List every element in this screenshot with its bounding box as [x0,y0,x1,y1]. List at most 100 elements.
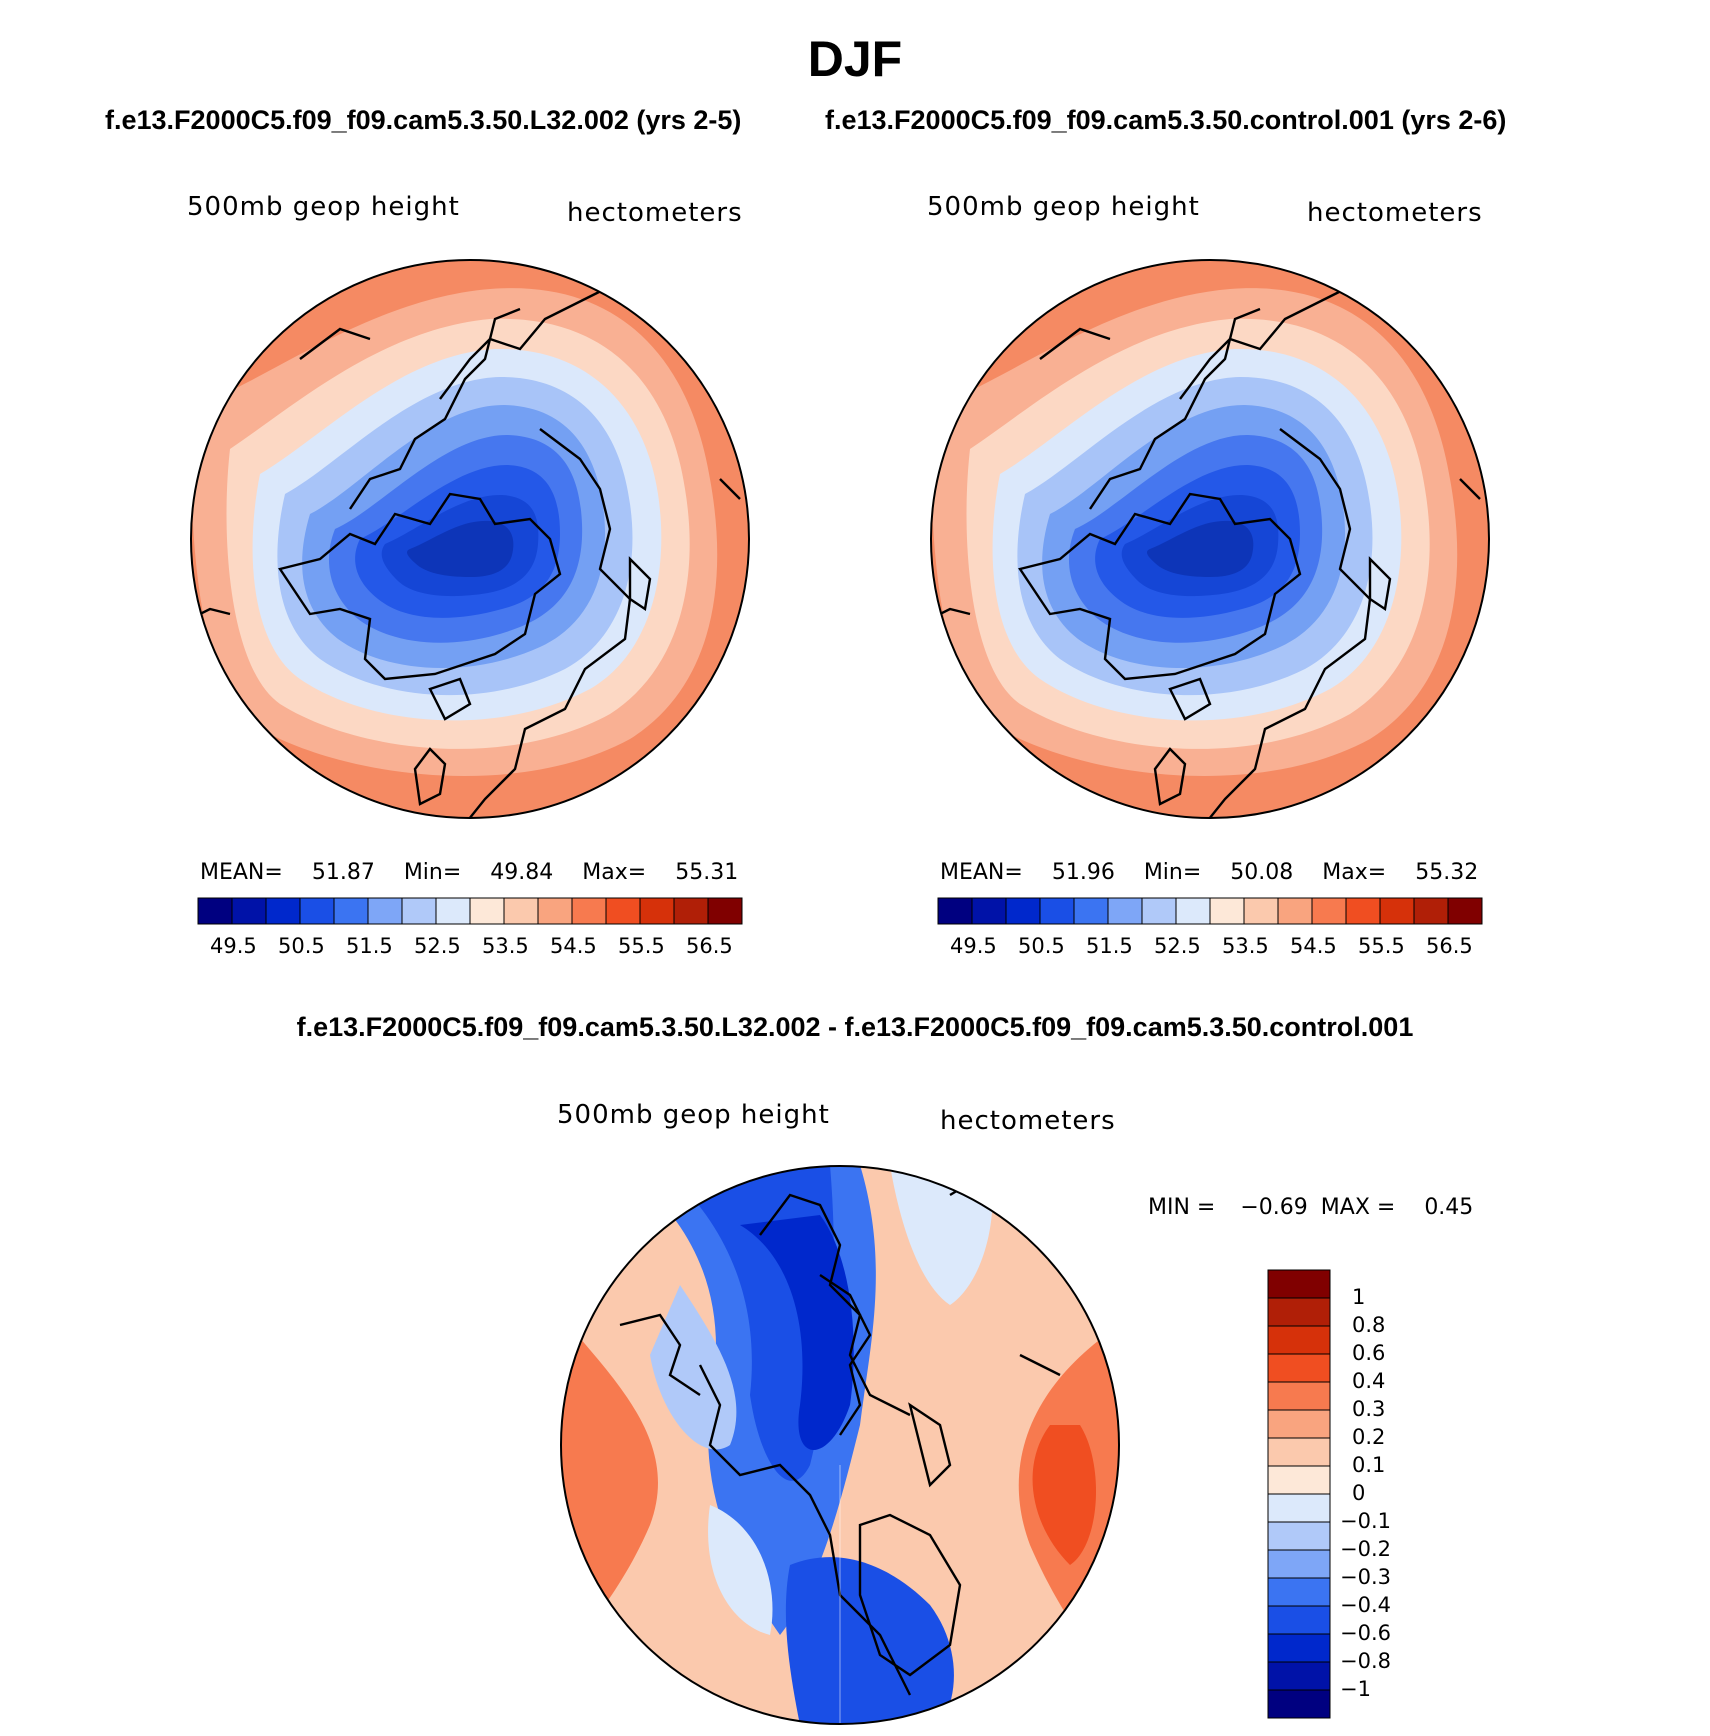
left-colorbar-color-box [639,897,675,925]
right-colorbar-color-box [1209,897,1245,925]
right-colorbar-tick-label: 55.5 [1358,934,1405,958]
right-panel-variable-label: 500mb geop height [927,192,1200,222]
left-colorbar-color-box [435,897,471,925]
left-colorbar-tick-label: 52.5 [414,934,461,958]
difference-colorbar-color-box [1267,1689,1331,1719]
difference-colorbar-color-box [1267,1493,1331,1523]
figure-title: DJF [807,31,903,87]
left-max-label: Max= [582,860,647,885]
left-map-coastlines [191,282,741,818]
difference-colorbar-ticks: 1 0.8 0.6 0.4 0.3 0.2 0.1 0 −0.1 −0.2 −0.3 −0.4 −0.6… [1340,1270,1460,1718]
right-colorbar-tick-label: 54.5 [1290,934,1337,958]
right-colorbar-color-box [1141,897,1177,925]
right-min-label: Min= [1143,860,1202,885]
difference-colorbar-tick-label: 0.4 [1352,1369,1386,1393]
right-colorbar-color-box [1243,897,1279,925]
difference-colorbar-color-box [1267,1269,1331,1299]
left-colorbar-tick-label: 50.5 [278,934,325,958]
right-colorbar-color-box [1175,897,1211,925]
difference-colorbar-tick-label: −1 [1340,1677,1371,1701]
difference-colorbar-color-box [1267,1521,1331,1551]
difference-colorbar-color-box [1267,1549,1331,1579]
difference-colorbar [1267,1269,1331,1719]
right-map-contour-band [1147,520,1254,577]
left-colorbar-ticks: 49.5 50.5 51.5 52.5 53.5 54.5 55.5 56.5 [198,934,742,960]
right-max-label: Max= [1322,860,1387,885]
difference-colorbar-tick-label: −0.4 [1340,1593,1391,1617]
difference-colorbar-tick-label: 0.8 [1352,1313,1386,1337]
difference-colorbar-tick-label: 0.3 [1352,1397,1386,1421]
left-colorbar-tick-label: 49.5 [210,934,257,958]
left-min-value: 49.84 [490,860,554,885]
left-colorbar-color-box [299,897,335,925]
difference-max-value: 0.45 [1424,1195,1474,1220]
right-min-value: 50.08 [1230,860,1294,885]
difference-colorbar-tick-label: 0.6 [1352,1341,1386,1365]
left-colorbar-color-box [605,897,641,925]
right-colorbar-tick-label: 56.5 [1426,934,1473,958]
left-panel-case-title: f.e13.F2000C5.f09_f09.cam5.3.50.L32.002 … [105,105,742,135]
left-colorbar-color-box [197,897,233,925]
right-colorbar-color-box [937,897,973,925]
difference-colorbar-color-box [1267,1633,1331,1663]
left-colorbar-color-box [333,897,369,925]
right-mean-label: MEAN= [940,860,1023,885]
right-panel-case-title: f.e13.F2000C5.f09_f09.cam5.3.50.control.… [825,105,1507,135]
difference-colorbar-color-box [1267,1437,1331,1467]
left-colorbar-color-box [571,897,607,925]
left-colorbar-color-box [231,897,267,925]
difference-colorbar-tick-label: 0 [1352,1481,1366,1505]
difference-colorbar-color-box [1267,1325,1331,1355]
right-colorbar-color-box [1039,897,1075,925]
difference-min-label: MIN = [1148,1195,1216,1220]
difference-min-value: −0.69 [1240,1195,1308,1220]
left-colorbar [197,897,743,925]
difference-polar-map [560,1165,1120,1725]
right-max-value: 55.32 [1415,860,1479,885]
left-mean-value: 51.87 [311,860,375,885]
difference-variable-label: 500mb geop height [557,1100,830,1130]
difference-colorbar-color-box [1267,1409,1331,1439]
right-colorbar-tick-label: 49.5 [950,934,997,958]
right-mean-value: 51.96 [1051,860,1115,885]
right-colorbar-color-box [1345,897,1381,925]
difference-panel-title: f.e13.F2000C5.f09_f09.cam5.3.50.L32.002 … [296,1012,1414,1042]
right-colorbar-ticks: 49.5 50.5 51.5 52.5 53.5 54.5 55.5 56.5 [938,934,1482,960]
left-panel-units-label: hectometers [567,198,743,228]
right-colorbar-color-box [1107,897,1143,925]
right-colorbar-tick-label: 50.5 [1018,934,1065,958]
right-colorbar-color-box [1447,897,1483,925]
difference-colorbar-tick-label: −0.2 [1340,1537,1391,1561]
left-colorbar-color-box [367,897,403,925]
left-polar-map [190,259,750,819]
right-colorbar-color-box [971,897,1007,925]
left-colorbar-color-box [401,897,437,925]
left-colorbar-tick-label: 56.5 [686,934,733,958]
left-map-contour-band [407,520,514,577]
right-polar-map [930,259,1490,819]
difference-map-coastlines [619,1166,1061,1696]
difference-colorbar-color-box [1267,1661,1331,1691]
difference-colorbar-color-box [1267,1297,1331,1327]
difference-colorbar-tick-label: 0.1 [1352,1453,1386,1477]
difference-colorbar-tick-label: −0.8 [1340,1649,1391,1673]
left-colorbar-color-box [707,897,743,925]
left-colorbar-tick-label: 53.5 [482,934,529,958]
right-colorbar-tick-label: 51.5 [1086,934,1133,958]
right-colorbar [937,897,1483,925]
right-colorbar-color-box [1073,897,1109,925]
difference-colorbar-color-box [1267,1353,1331,1383]
left-max-value: 55.31 [675,860,739,885]
left-colorbar-tick-label: 54.5 [550,934,597,958]
right-panel-units-label: hectometers [1307,198,1483,228]
difference-units-label: hectometers [940,1106,1116,1136]
right-colorbar-color-box [1379,897,1415,925]
difference-max-label: MAX = [1320,1195,1396,1220]
right-map-coastlines [931,282,1481,818]
difference-colorbar-tick-label: 0.2 [1352,1425,1386,1449]
left-colorbar-color-box [469,897,505,925]
difference-colorbar-color-box [1267,1465,1331,1495]
right-colorbar-color-box [1413,897,1449,925]
left-colorbar-color-box [537,897,573,925]
left-colorbar-color-box [265,897,301,925]
